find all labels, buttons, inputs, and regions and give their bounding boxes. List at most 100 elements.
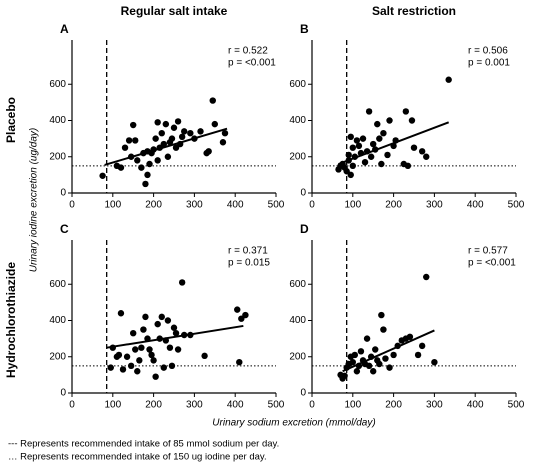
point <box>152 373 159 380</box>
point <box>142 313 149 321</box>
point <box>117 310 125 317</box>
point <box>349 162 356 170</box>
point <box>347 171 354 179</box>
point <box>351 351 359 359</box>
y-tick-label: 200 <box>289 351 306 362</box>
point <box>349 144 356 151</box>
point <box>174 118 182 125</box>
y-tick-label: 400 <box>289 115 306 126</box>
point <box>349 358 356 366</box>
y-tick-label: 600 <box>49 279 66 290</box>
point <box>136 357 143 364</box>
point <box>178 279 186 286</box>
point <box>386 364 393 371</box>
y-tick-label: 0 <box>300 188 306 199</box>
point <box>170 124 178 131</box>
x-tick-label: 400 <box>467 200 484 211</box>
x-tick-label: 200 <box>145 400 162 411</box>
point <box>378 160 385 168</box>
point <box>361 158 369 166</box>
point <box>119 366 127 373</box>
point <box>353 137 361 144</box>
y-tick-label: 0 <box>60 388 66 399</box>
point <box>142 180 149 188</box>
x-tick-label: 200 <box>385 400 402 411</box>
y-tick-label: 600 <box>289 79 306 90</box>
point <box>219 139 227 146</box>
y-tick-label: 400 <box>289 315 306 326</box>
x-tick-label: 100 <box>344 200 361 211</box>
fit-line <box>338 121 450 165</box>
x-tick-label: 0 <box>69 200 75 211</box>
point <box>355 142 363 150</box>
point <box>408 117 416 124</box>
point <box>445 76 452 83</box>
point <box>418 148 426 155</box>
point <box>158 129 165 137</box>
point <box>181 128 188 135</box>
point <box>410 144 418 151</box>
point <box>121 144 129 151</box>
point <box>174 346 182 353</box>
point <box>146 346 153 353</box>
fit-line <box>106 324 244 349</box>
point <box>115 351 123 359</box>
point <box>382 355 389 362</box>
point <box>359 135 367 142</box>
point <box>341 372 348 379</box>
x-tick-label: 400 <box>227 200 244 211</box>
point <box>160 364 167 371</box>
y-tick-label: 600 <box>49 79 66 90</box>
point <box>380 129 387 137</box>
point <box>140 326 147 333</box>
point <box>242 311 249 319</box>
point <box>221 129 229 137</box>
row-title: Hydrochlorothiazide <box>4 262 18 378</box>
point <box>152 135 159 142</box>
x-tick-label: 100 <box>104 400 121 411</box>
y-tick-label: 200 <box>289 151 306 162</box>
point <box>168 135 176 142</box>
x-tick-label: 0 <box>309 200 315 211</box>
x-tick-label: 200 <box>385 200 402 211</box>
statistic: p = 0.015 <box>228 258 270 269</box>
x-tick-label: 100 <box>104 200 121 211</box>
y-tick-label: 0 <box>60 188 66 199</box>
point <box>172 144 180 151</box>
point <box>138 344 145 351</box>
statistic: r = 0.577 <box>468 246 508 257</box>
point <box>363 335 371 342</box>
x-tick-label: 200 <box>145 200 162 211</box>
point <box>406 333 414 341</box>
point <box>197 128 204 135</box>
point <box>234 306 241 313</box>
point <box>130 329 137 337</box>
point <box>370 140 377 148</box>
point <box>345 151 352 159</box>
fit-line <box>104 127 228 166</box>
panel-letter: A <box>60 22 69 36</box>
point <box>132 137 139 144</box>
point <box>376 360 383 368</box>
point <box>201 352 208 360</box>
column-title: Salt restriction <box>372 4 456 18</box>
point <box>370 368 377 375</box>
point <box>178 133 186 141</box>
x-tick-label: 300 <box>426 200 443 211</box>
point <box>376 135 383 142</box>
point <box>402 108 410 115</box>
x-tick-label: 400 <box>467 400 484 411</box>
point <box>130 121 137 129</box>
footnote: --- Represents recommended intake of 85 … <box>8 439 279 450</box>
point <box>164 317 172 324</box>
point <box>374 120 381 128</box>
point <box>209 97 216 104</box>
point <box>187 129 194 137</box>
point <box>160 140 167 148</box>
point <box>138 164 145 171</box>
point <box>134 157 141 164</box>
point <box>347 133 354 141</box>
y-tick-label: 200 <box>49 151 66 162</box>
point <box>117 164 125 171</box>
point <box>164 153 172 160</box>
